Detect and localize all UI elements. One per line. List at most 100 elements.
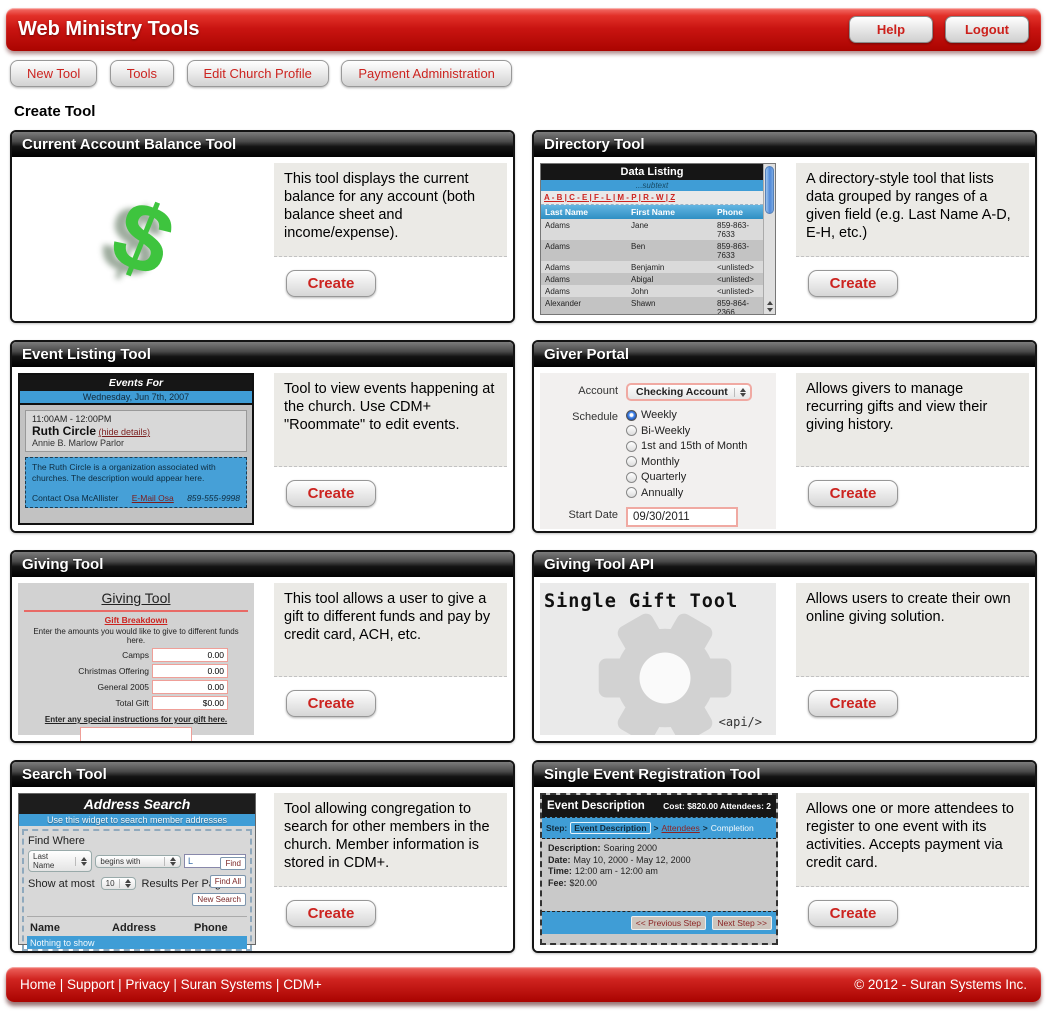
card-title-search-tool: Search Tool [12,762,513,787]
card-giving-tool: Giving Tool Giving Tool Gift Breakdown E… [10,550,515,743]
directory-preview: Data Listing ...subtext A - BC - EF - LM… [540,163,788,315]
create-event-listing-button[interactable]: Create [286,480,376,507]
giving-tool-api-preview: Single Gift Tool <api/> [540,583,788,735]
step-attendees-link[interactable]: Attendees [661,823,700,833]
alpha-link-mp[interactable]: M - P [611,193,637,202]
empty-results-row: Nothing to show [27,936,247,949]
special-instructions-textarea[interactable] [80,727,192,741]
card-current-account-balance: Current Account Balance Tool $ This tool… [10,130,515,323]
find-button[interactable]: Find [220,857,246,870]
create-giving-tool-button[interactable]: Create [286,690,376,717]
event-time: 11:00AM - 12:00PM [32,414,112,424]
next-step-button[interactable]: Next Step >> [712,916,772,930]
radio-quarterly[interactable]: Quarterly [626,471,747,483]
find-all-button[interactable]: Find All [209,875,246,888]
create-search-tool-button[interactable]: Create [286,900,376,927]
scroll-down-icon[interactable] [766,308,773,312]
fund-label: Camps [122,650,149,660]
previous-step-button[interactable]: << Previous Step [630,916,706,930]
event-phone: 859-555-9998 [187,492,240,503]
logout-button[interactable]: Logout [945,16,1029,43]
account-select-value: Checking Account [636,386,728,398]
app-title: Web Ministry Tools [18,18,200,40]
api-tag: <api/> [718,715,762,729]
radio-selected-icon [626,409,637,421]
per-page-select[interactable]: 10 [100,877,136,890]
giving-instructions: Enter the amounts you would like to give… [33,627,239,645]
scrollbar[interactable] [763,164,775,314]
alpha-link-ab[interactable]: A - B [544,193,563,202]
radio-icon [626,440,637,452]
card-title-event-listing: Event Listing Tool [12,342,513,367]
step-separator [703,823,708,833]
card-title-balance: Current Account Balance Tool [12,132,513,157]
table-row: Adams Jane 859-863-7633 [541,219,763,240]
search-panel: Find Where Last Name begins with Show at… [22,829,252,951]
alpha-link-ce[interactable]: C - E [562,193,587,202]
giver-portal-preview: Account Checking Account Schedule Weekly… [540,373,788,529]
divider [27,916,247,917]
event-contact: Contact Osa McAllister [32,492,119,503]
total-gift-input[interactable] [152,696,228,710]
account-label: Account [578,385,618,397]
scrollbar-thumb[interactable] [765,166,774,214]
nav-tools[interactable]: Tools [109,60,175,87]
operator-select[interactable]: begins with [95,854,181,868]
address-search-title: Address Search [19,794,255,814]
radio-weekly[interactable]: Weekly [626,409,747,421]
single-gift-tool-title: Single Gift Tool [544,591,739,612]
copyright-text: © 2012 - Suran Systems Inc. [854,977,1027,992]
step-completion: Completion [710,823,754,833]
data-listing-title: Data Listing [541,164,763,180]
footer-link-suran-systems[interactable]: Suran Systems [170,977,273,992]
cost-attendees-text: Cost: $820.00 Attendees: 2 [663,801,771,811]
create-balance-button[interactable]: Create [286,270,376,297]
footer-link-cdm[interactable]: CDM+ [272,977,322,992]
alpha-link-rw[interactable]: R - W [636,193,663,202]
search-tool-description: Tool allowing congregation to search for… [274,793,507,887]
create-single-event-registration-button[interactable]: Create [808,900,898,927]
radio-bi-weekly[interactable]: Bi-Weekly [626,425,747,437]
footer-link-home[interactable]: Home [20,977,57,992]
select-stepper-icon [164,856,176,866]
gift-breakdown-link[interactable]: Gift Breakdown [104,615,168,625]
start-date-input[interactable] [626,506,738,527]
event-summary: 11:00AM - 12:00PM Ruth Circle (hide deta… [25,410,247,452]
select-stepper-icon [733,387,746,397]
email-link[interactable]: E-Mail Osa [131,492,174,503]
footer-link-privacy[interactable]: Privacy [114,977,169,992]
new-search-button[interactable]: New Search [192,893,246,906]
data-listing-subtext: ...subtext [541,180,763,191]
field-select[interactable]: Last Name [28,850,93,872]
results-per-page-label: Results Per Page [141,877,228,890]
address-search-subtitle: Use this widget to search member address… [19,814,255,826]
hide-details-link[interactable]: (hide details) [98,427,151,437]
fund-amount-input[interactable] [152,664,228,678]
radio-annually[interactable]: Annually [626,487,747,499]
select-stepper-icon [75,856,88,866]
table-row: Adams John <unlisted> [541,285,763,297]
alpha-range-links: A - BC - EF - LM - PR - WZ [541,191,763,205]
gear-icon [598,613,732,735]
radio-1st-15th[interactable]: 1st and 15th of Month [626,440,747,452]
card-title-giver-portal: Giver Portal [534,342,1035,367]
create-directory-button[interactable]: Create [808,270,898,297]
event-details: The Ruth Circle is a organization associ… [25,457,247,508]
radio-icon [626,456,637,467]
create-giver-portal-button[interactable]: Create [808,480,898,507]
alpha-link-z[interactable]: Z [664,193,676,202]
footer-link-support[interactable]: Support [56,977,114,992]
nav-payment-administration[interactable]: Payment Administration [341,60,512,87]
radio-monthly[interactable]: Monthly [626,456,747,468]
account-select[interactable]: Checking Account [626,383,752,401]
alpha-link-fl[interactable]: F - L [587,193,610,202]
fund-amount-input[interactable] [152,680,228,694]
create-giving-tool-api-button[interactable]: Create [808,690,898,717]
nav-edit-church-profile[interactable]: Edit Church Profile [186,60,329,87]
scroll-up-icon[interactable] [766,301,773,305]
help-button[interactable]: Help [849,16,933,43]
fund-amount-input[interactable] [152,648,228,662]
event-listing-description: Tool to view events happening at the chu… [274,373,507,467]
nav-new-tool[interactable]: New Tool [10,60,98,87]
